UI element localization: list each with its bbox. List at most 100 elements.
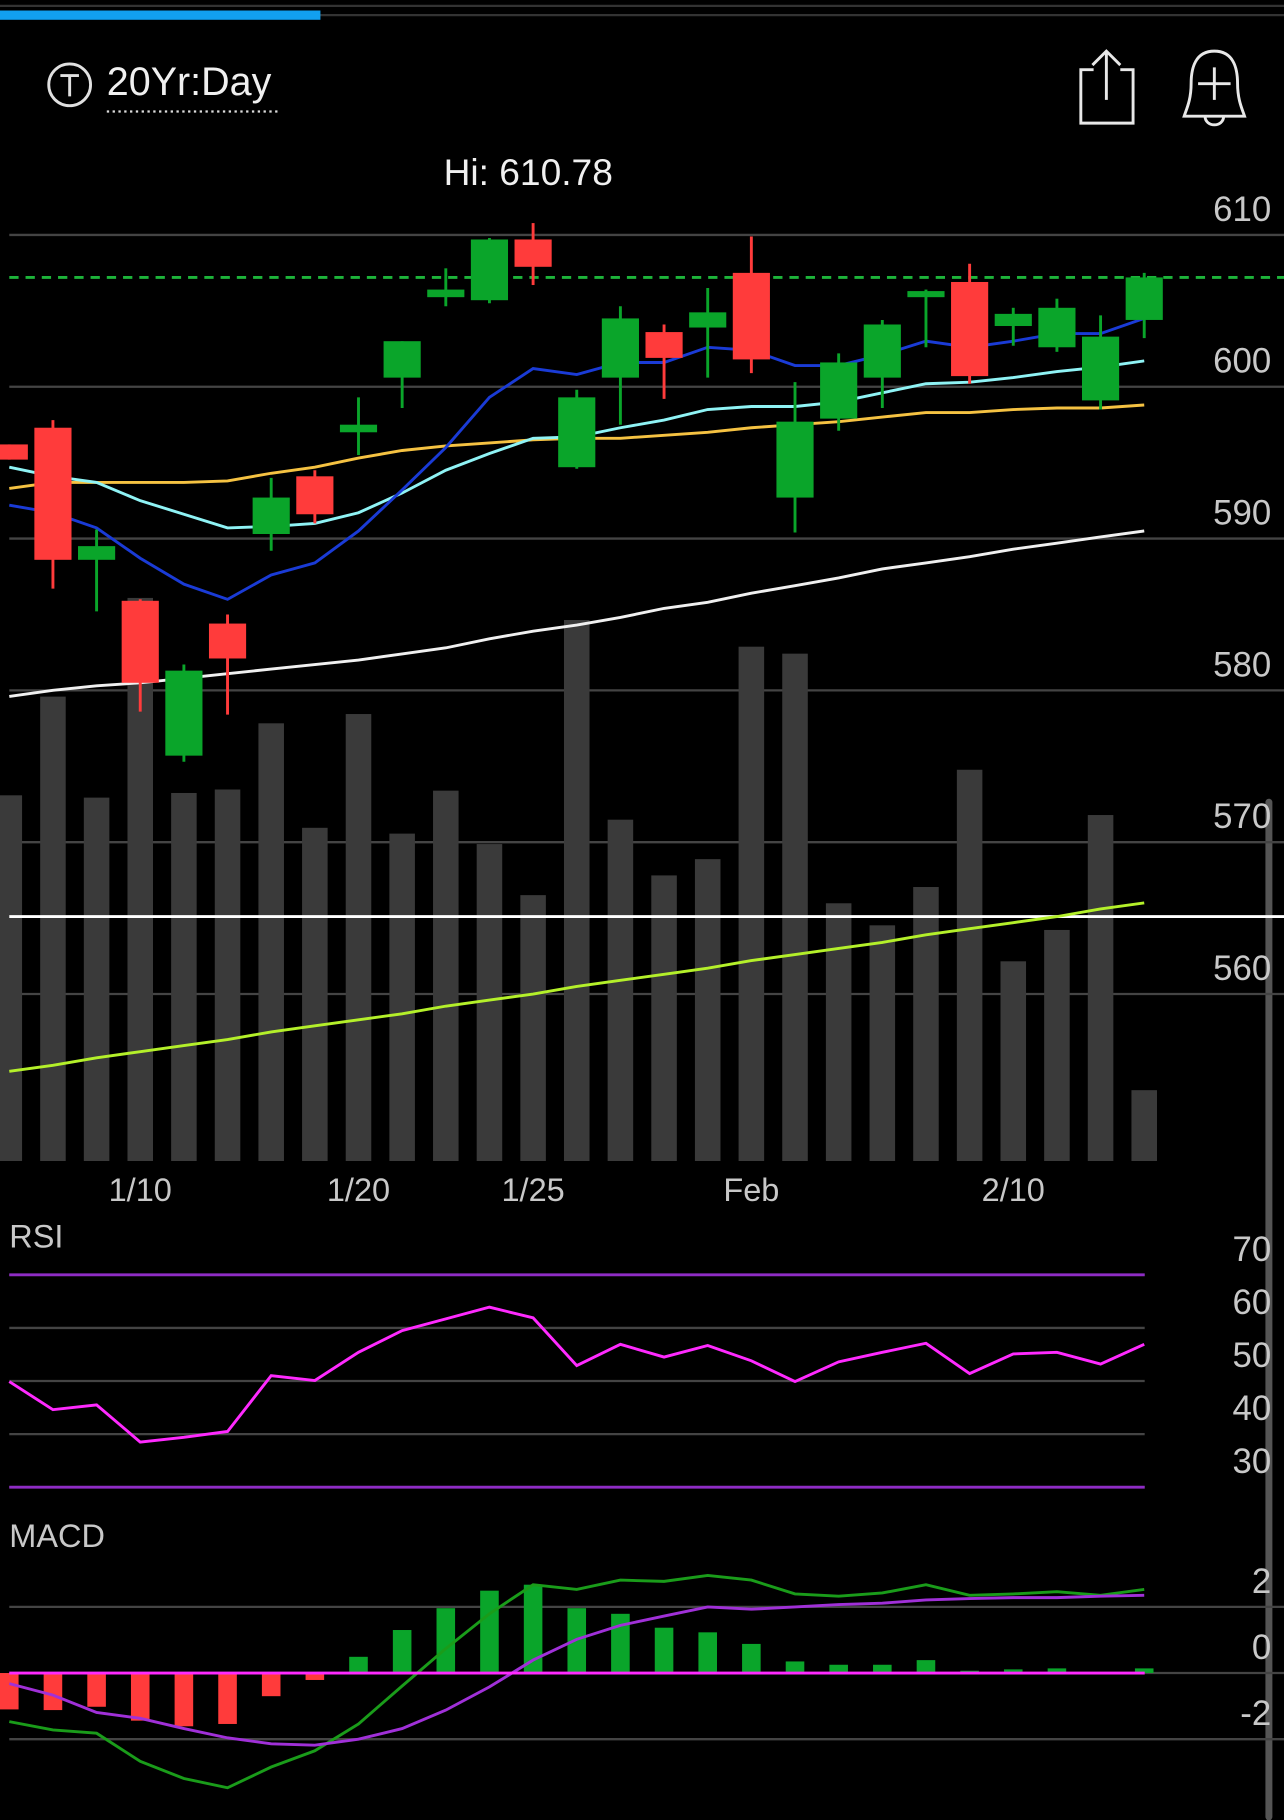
volume-bar — [433, 790, 459, 1161]
candle-body — [0, 444, 28, 460]
candle-body — [776, 421, 814, 498]
histogram-bar — [829, 1664, 848, 1674]
scrollbar — [1265, 798, 1273, 1820]
candle-body — [514, 239, 552, 267]
volume-bar — [214, 789, 241, 1161]
y-tick-label: 570 — [1213, 797, 1271, 836]
candle-body — [601, 318, 639, 378]
volume-bar — [738, 646, 765, 1161]
share-icon — [1079, 49, 1135, 125]
candle-body — [1081, 336, 1120, 401]
volume-bar — [563, 619, 590, 1161]
volume-bar — [171, 792, 197, 1161]
histogram-bar — [1047, 1668, 1067, 1674]
y-tick-label: 30 — [1232, 1442, 1271, 1481]
y-tick-label: 40 — [1232, 1389, 1271, 1428]
macd-line — [9, 1573, 1145, 1790]
histogram-bar — [916, 1660, 936, 1674]
histogram-bar — [436, 1608, 456, 1674]
x-tick-label: 1/25 — [501, 1172, 564, 1208]
histogram-bar — [742, 1643, 761, 1674]
volume-bar — [1000, 961, 1027, 1161]
volume-bar — [782, 653, 808, 1161]
moving-average — [9, 901, 1145, 1073]
alert-button[interactable] — [1182, 49, 1247, 127]
candle-body — [951, 281, 989, 377]
histogram-bar — [785, 1661, 805, 1674]
candle-body — [689, 312, 727, 328]
volume-bar — [869, 925, 896, 1161]
candle-body — [34, 427, 72, 560]
timeframe-icon-glyph — [60, 74, 79, 97]
histogram-bar — [392, 1630, 412, 1674]
volume-bar — [694, 859, 721, 1161]
volume-bar — [258, 723, 284, 1161]
histogram-bar — [87, 1673, 106, 1707]
candle-body — [1038, 307, 1076, 348]
candle-body — [863, 324, 901, 378]
timeframe-icon — [47, 62, 93, 108]
candle-body — [470, 239, 509, 301]
y-tick-label: 560 — [1213, 949, 1271, 988]
histogram-bar — [0, 1673, 19, 1710]
y-tick-label: -2 — [1240, 1694, 1271, 1733]
volume-bar — [651, 875, 677, 1161]
panel-title: RSI — [9, 1218, 63, 1254]
y-tick-label: 60 — [1232, 1283, 1271, 1322]
histogram-bar — [1134, 1668, 1154, 1674]
volume-bar — [1044, 929, 1070, 1161]
rsi-line — [8, 1305, 1145, 1444]
volume-bar — [83, 797, 110, 1161]
macd-line — [8, 1593, 1145, 1747]
volume-bar — [913, 887, 939, 1161]
alert-icon — [1182, 49, 1247, 127]
candle-body — [121, 600, 159, 683]
candle-body — [252, 497, 290, 534]
x-tick-label: Feb — [723, 1172, 779, 1208]
volume-bar — [0, 795, 23, 1161]
volume-bar — [825, 903, 852, 1161]
histogram-bar — [261, 1673, 281, 1697]
candle-body — [1125, 277, 1163, 320]
histogram-bar — [174, 1673, 194, 1727]
volume-bar — [302, 827, 328, 1161]
histogram-bar — [523, 1584, 543, 1674]
histogram-bar — [305, 1673, 325, 1680]
timeframe-button[interactable]: 20Yr:Day — [47, 60, 280, 113]
y-tick-label: 50 — [1232, 1336, 1271, 1375]
candle-body — [208, 623, 247, 659]
y-tick-label: 70 — [1232, 1230, 1271, 1269]
histogram-bar — [43, 1673, 63, 1711]
candle-body — [383, 341, 421, 378]
candle-body — [820, 362, 858, 419]
histogram-bar — [611, 1613, 630, 1674]
x-tick-label: 2/10 — [982, 1172, 1045, 1208]
histogram-bar — [480, 1590, 499, 1674]
candle-body — [558, 397, 596, 468]
y-tick-label: 2 — [1252, 1562, 1271, 1601]
volume-bar — [1131, 1090, 1157, 1161]
candle-body — [78, 546, 116, 560]
candle-body — [427, 289, 465, 298]
volume-bar — [345, 714, 372, 1161]
y-tick-label: 600 — [1213, 342, 1271, 381]
histogram-bar — [698, 1632, 717, 1674]
x-tick-label: 1/20 — [327, 1172, 390, 1208]
y-tick-label: 0 — [1252, 1628, 1271, 1667]
histogram-bar — [130, 1673, 150, 1721]
volume-bar — [389, 833, 415, 1161]
y-tick-label: 610 — [1213, 190, 1271, 229]
y-tick-label: 580 — [1213, 645, 1271, 684]
histogram-bar — [654, 1627, 674, 1674]
share-button[interactable] — [1079, 49, 1135, 125]
volume-bar — [1087, 815, 1114, 1161]
candle-body — [907, 291, 945, 298]
volume-bar — [520, 895, 546, 1161]
histogram-bar — [349, 1656, 368, 1674]
progress-bar — [0, 10, 321, 20]
volume-bar — [607, 819, 634, 1161]
candle-body — [645, 332, 683, 358]
